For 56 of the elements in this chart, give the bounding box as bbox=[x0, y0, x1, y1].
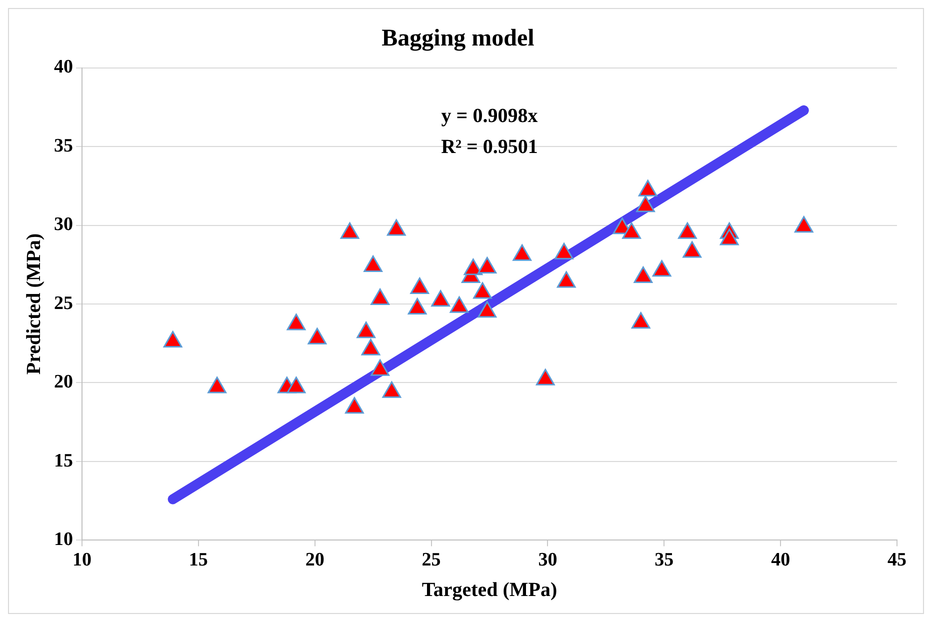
point bbox=[631, 312, 650, 329]
y-tick-label: 30 bbox=[54, 214, 73, 236]
point bbox=[408, 298, 427, 314]
point bbox=[410, 278, 430, 294]
point bbox=[556, 271, 576, 288]
point bbox=[636, 196, 655, 212]
point bbox=[682, 241, 702, 258]
point bbox=[536, 368, 555, 386]
x-tick-label: 40 bbox=[771, 550, 790, 571]
point bbox=[361, 338, 380, 356]
y-tick-label: 20 bbox=[54, 372, 73, 393]
point bbox=[431, 290, 450, 307]
point bbox=[163, 331, 182, 348]
point bbox=[512, 244, 532, 261]
point bbox=[370, 359, 390, 376]
chart-title: Bagging model bbox=[382, 26, 535, 52]
y-tick-label: 40 bbox=[54, 56, 73, 78]
y-tick-label: 35 bbox=[54, 135, 73, 156]
point bbox=[638, 180, 658, 196]
point bbox=[464, 258, 483, 276]
y-axis-title: Predicted (MPa) bbox=[23, 233, 46, 375]
point bbox=[622, 222, 641, 239]
point bbox=[364, 255, 382, 272]
point bbox=[386, 219, 406, 236]
y-tick-label: 25 bbox=[54, 292, 73, 314]
point bbox=[208, 376, 226, 394]
x-tick-label: 45 bbox=[888, 550, 906, 571]
x-tick-label: 30 bbox=[538, 550, 558, 571]
annotation: R² = 0.9501 bbox=[441, 136, 538, 158]
point bbox=[356, 322, 376, 338]
point bbox=[345, 397, 364, 414]
point bbox=[450, 296, 469, 313]
y-tick-label: 10 bbox=[54, 529, 73, 550]
point bbox=[720, 228, 739, 246]
point bbox=[286, 376, 306, 394]
x-tick-label: 10 bbox=[72, 550, 92, 571]
x-tick-label: 15 bbox=[188, 550, 208, 571]
point bbox=[554, 242, 574, 260]
point bbox=[370, 288, 390, 306]
point bbox=[634, 266, 653, 283]
x-tick-label: 20 bbox=[305, 550, 324, 571]
point bbox=[382, 381, 402, 398]
point bbox=[678, 222, 697, 239]
x-tick-label: 25 bbox=[422, 550, 441, 571]
point bbox=[478, 301, 497, 318]
point bbox=[794, 216, 814, 233]
point bbox=[478, 257, 497, 274]
point bbox=[286, 314, 306, 330]
point bbox=[308, 328, 327, 344]
annotation: y = 0.9098x bbox=[441, 104, 538, 127]
x-axis-title: Targeted (MPa) bbox=[422, 579, 558, 602]
point bbox=[340, 222, 360, 239]
point bbox=[473, 282, 492, 299]
y-tick-label: 15 bbox=[54, 450, 73, 472]
x-tick-label: 35 bbox=[654, 550, 674, 571]
point bbox=[652, 260, 672, 277]
